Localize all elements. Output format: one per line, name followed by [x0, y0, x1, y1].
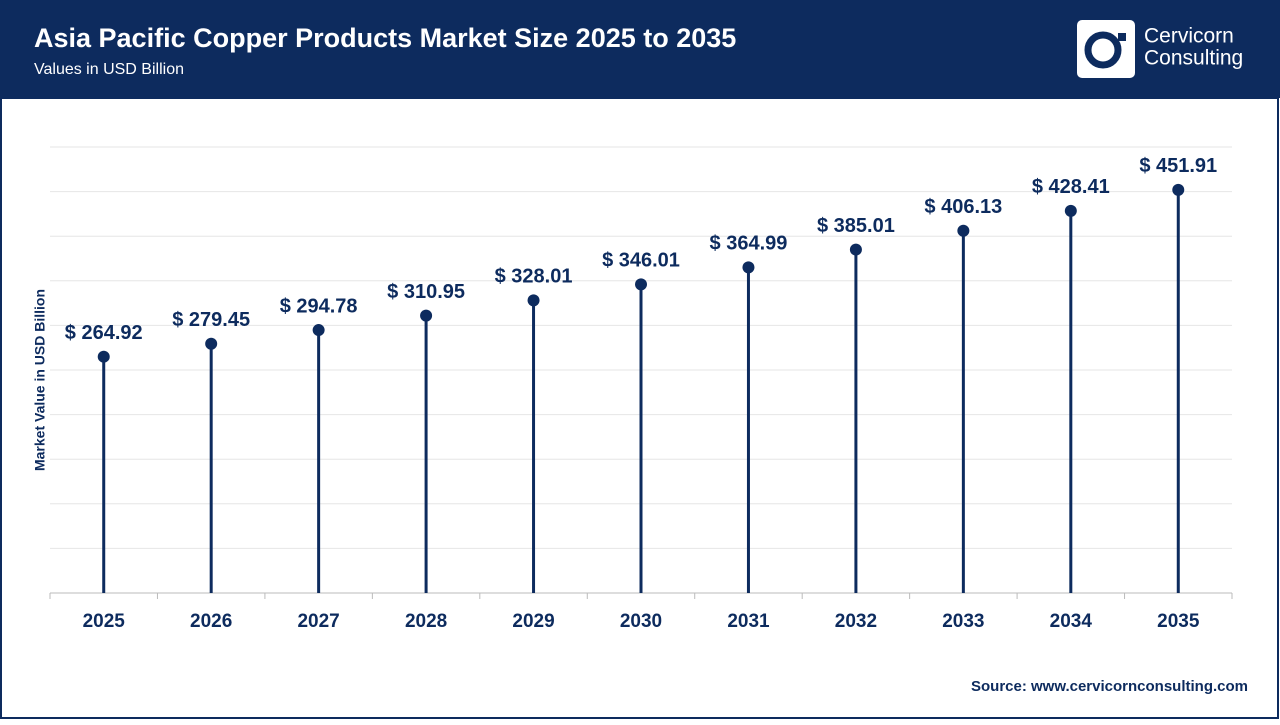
- x-tick-label: 2032: [835, 611, 877, 632]
- frame: [0, 97, 1279, 719]
- chart-title: Asia Pacific Copper Products Market Size…: [34, 23, 736, 53]
- dot: [312, 324, 325, 337]
- value-label: $ 406.13: [924, 196, 1002, 218]
- source-note: Source: www.cervicornconsulting.com: [971, 678, 1248, 695]
- logo-dot: [1118, 33, 1126, 41]
- x-tick-label: 2025: [83, 611, 126, 632]
- x-tick-label: 2033: [942, 611, 984, 632]
- header-band: [0, 0, 1280, 98]
- dot: [1172, 183, 1185, 196]
- dot: [205, 337, 218, 350]
- dot: [1064, 204, 1077, 217]
- value-label: $ 364.99: [710, 233, 788, 255]
- value-label: $ 264.92: [65, 322, 143, 344]
- dot: [635, 278, 647, 291]
- x-tick-label: 2034: [1050, 611, 1093, 632]
- x-tick-label: 2031: [727, 611, 770, 632]
- value-label: $ 451.91: [1139, 155, 1217, 177]
- value-label: $ 294.78: [280, 295, 358, 317]
- dot: [527, 294, 540, 307]
- x-tick-label: 2027: [297, 611, 339, 632]
- dot: [420, 309, 433, 322]
- value-label: $ 328.01: [495, 266, 573, 288]
- x-tick-label: 2028: [405, 611, 447, 632]
- value-label: $ 346.01: [602, 250, 680, 272]
- logo-text: Consulting: [1144, 47, 1243, 70]
- x-tick-label: 2029: [512, 611, 554, 632]
- y-axis-label: Market Value in USD Billion: [32, 289, 48, 471]
- value-label: $ 385.01: [817, 215, 895, 237]
- logo-text: Cervicorn: [1144, 25, 1234, 48]
- dot: [957, 224, 970, 237]
- value-label: $ 279.45: [172, 309, 250, 331]
- dot: [97, 350, 110, 363]
- value-label: $ 310.95: [387, 281, 465, 303]
- x-tick-label: 2026: [190, 611, 232, 632]
- dot: [742, 261, 755, 274]
- x-tick-label: 2030: [620, 611, 662, 632]
- logo-ring: [1084, 31, 1122, 69]
- value-label: $ 428.41: [1032, 176, 1110, 198]
- chart-subtitle: Values in USD Billion: [34, 61, 184, 78]
- dot: [849, 243, 862, 256]
- x-tick-label: 2035: [1157, 611, 1200, 632]
